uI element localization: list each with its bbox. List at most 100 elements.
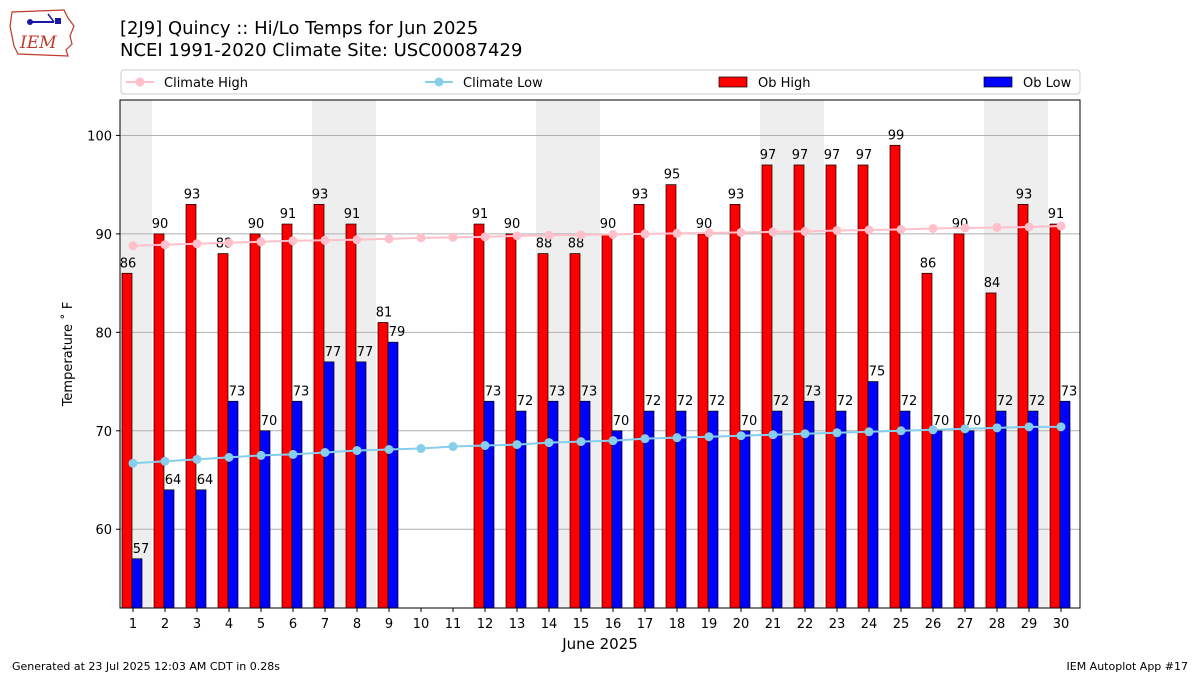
ob-low-bar <box>739 430 751 609</box>
ob-low-label: 70 <box>613 414 630 429</box>
climate-low-point <box>704 432 714 442</box>
plot-frame <box>119 99 1081 609</box>
legend-climate-high-label: Climate High <box>164 76 248 91</box>
app-footer: IEM Autoplot App #17 <box>1066 660 1189 673</box>
climate-low-point <box>1056 422 1066 432</box>
ob-high-bar <box>473 223 485 609</box>
climate-high-point <box>992 222 1002 232</box>
ob-high-bar <box>505 233 517 609</box>
climate-low-point <box>512 440 522 450</box>
ob-low-label: 77 <box>325 345 342 360</box>
ob-high-bar <box>281 223 293 609</box>
legend-box <box>120 69 1081 95</box>
ob-high-label: 97 <box>792 148 809 163</box>
ob-high-label: 81 <box>376 305 393 320</box>
climate-high-point <box>704 228 714 238</box>
ob-high-bar <box>377 322 389 609</box>
ob-high-label: 97 <box>824 148 841 163</box>
ob-high-label: 91 <box>280 207 297 222</box>
ob-low-bar <box>1027 410 1039 609</box>
climate-low-point <box>352 445 362 455</box>
x-tick-label: 15 <box>573 617 590 632</box>
ob-high-bar <box>601 233 613 609</box>
climate-high-point <box>1056 221 1066 231</box>
ob-high-bar <box>121 272 133 609</box>
ob-low-bar <box>387 341 399 609</box>
ob-high-label: 93 <box>1016 187 1033 202</box>
ob-low-bar <box>931 430 943 609</box>
ob-high-label: 90 <box>248 217 265 232</box>
climate-high-point <box>352 235 362 245</box>
ob-low-label: 70 <box>933 414 950 429</box>
climate-high-point <box>256 237 266 247</box>
ob-low-bar <box>995 410 1007 609</box>
climate-low-point <box>256 450 266 460</box>
ob-low-label: 73 <box>581 384 598 399</box>
climate-high-point <box>864 225 874 235</box>
climate-high-line <box>132 225 1062 247</box>
climate-low-point <box>384 444 394 454</box>
legend-climate-high-marker <box>135 77 145 87</box>
climate-high-point <box>384 234 394 244</box>
x-tick-label: 7 <box>321 617 329 632</box>
ob-low-bar <box>1059 400 1071 609</box>
x-tick-label: 28 <box>989 617 1006 632</box>
ob-low-bar <box>323 361 335 609</box>
ob-low-label: 72 <box>517 394 534 409</box>
ob-high-bar <box>537 253 549 609</box>
x-tick-label: 12 <box>477 617 494 632</box>
ob-low-label: 72 <box>773 394 790 409</box>
ob-low-label: 72 <box>677 394 694 409</box>
ob-high-label: 88 <box>568 237 585 252</box>
y-tick-label: 100 <box>87 129 112 144</box>
climate-low-point <box>672 433 682 443</box>
ob-high-bar <box>985 292 997 609</box>
ob-low-bar <box>899 410 911 609</box>
ob-high-bar <box>1049 223 1061 609</box>
climate-low-point <box>128 458 138 468</box>
ob-low-bar <box>963 430 975 609</box>
ob-low-bar <box>195 489 207 609</box>
ob-high-bar <box>921 272 933 609</box>
climate-high-point <box>768 227 778 237</box>
ob-high-label: 84 <box>984 276 1001 291</box>
x-tick-label: 3 <box>193 617 201 632</box>
ob-low-label: 73 <box>485 384 502 399</box>
ob-low-label: 72 <box>645 394 662 409</box>
climate-low-point <box>928 425 938 435</box>
climate-high-point <box>896 224 906 234</box>
ob-low-label: 79 <box>389 325 406 340</box>
climate-high-point <box>128 241 138 251</box>
x-tick-label: 8 <box>353 617 361 632</box>
ob-low-label: 73 <box>805 384 822 399</box>
climate-high-point <box>672 228 682 238</box>
ob-high-bar <box>729 204 741 609</box>
ob-high-label: 91 <box>1048 207 1065 222</box>
x-tick-label: 14 <box>541 617 558 632</box>
ob-low-label: 73 <box>293 384 310 399</box>
x-tick-label: 11 <box>445 617 462 632</box>
ob-low-label: 70 <box>261 414 278 429</box>
ob-low-bar <box>355 361 367 609</box>
ob-high-label: 95 <box>664 168 681 183</box>
x-tick-label: 24 <box>861 617 878 632</box>
ob-high-bar <box>249 233 261 609</box>
climate-low-line <box>132 425 1061 465</box>
y-axis-label: Temperature ˚ F <box>60 302 76 408</box>
climate-low-point <box>608 436 618 446</box>
ob-high-label: 97 <box>760 148 777 163</box>
ob-high-bar <box>313 204 325 609</box>
x-tick-label: 22 <box>797 617 814 632</box>
ob-low-label: 64 <box>165 473 182 488</box>
x-tick-label: 19 <box>701 617 718 632</box>
climate-high-point <box>800 226 810 236</box>
x-tick-label: 13 <box>509 617 526 632</box>
climate-low-point <box>192 454 202 464</box>
x-tick-label: 29 <box>1021 617 1038 632</box>
climate-low-point <box>1024 422 1034 432</box>
ob-low-label: 70 <box>741 414 758 429</box>
iem-logo: IEM <box>9 9 75 57</box>
ob-high-label: 86 <box>120 256 137 271</box>
ob-high-bar <box>1017 204 1029 609</box>
